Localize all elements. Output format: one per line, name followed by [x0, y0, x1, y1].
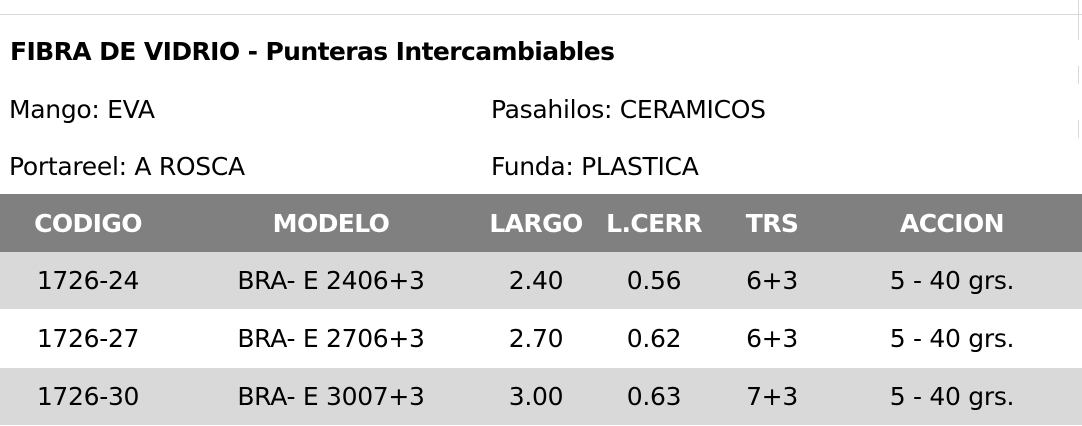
- header-lcerr: L.CERR: [586, 194, 722, 252]
- spec-funda: Funda: PLASTICA: [491, 152, 699, 181]
- table-header-row: CODIGO MODELO LARGO L.CERR TRS ACCION: [0, 194, 1082, 252]
- cell-trs: 6+3: [722, 309, 822, 368]
- cell-codigo: 1726-24: [0, 252, 176, 310]
- cell-trs: 6+3: [722, 252, 822, 310]
- header-modelo: MODELO: [176, 194, 486, 252]
- cell-border: [1078, 66, 1079, 84]
- header-largo: LARGO: [486, 194, 586, 252]
- cell-border: [1078, 0, 1079, 40]
- cell-modelo: BRA- E 2706+3: [176, 309, 486, 368]
- table-row: 1726-24 BRA- E 2406+3 2.40 0.56 6+3 5 - …: [0, 252, 1082, 310]
- spec-pasahilos: Pasahilos: CERAMICOS: [491, 95, 766, 124]
- product-title: FIBRA DE VIDRIO - Punteras Intercambiabl…: [10, 37, 615, 66]
- cell-accion: 5 - 40 grs.: [822, 252, 1082, 310]
- header-codigo: CODIGO: [0, 194, 176, 252]
- header-trs: TRS: [722, 194, 822, 252]
- cell-accion: 5 - 40 grs.: [822, 309, 1082, 368]
- spec-mango: Mango: EVA: [9, 95, 155, 124]
- models-table: CODIGO MODELO LARGO L.CERR TRS ACCION 17…: [0, 194, 1082, 426]
- cell-trs: 7+3: [722, 367, 822, 426]
- cell-largo: 2.40: [486, 252, 586, 310]
- cell-lcerr: 0.56: [586, 252, 722, 310]
- cell-border: [1078, 120, 1079, 138]
- header-accion: ACCION: [822, 194, 1082, 252]
- cell-codigo: 1726-27: [0, 309, 176, 368]
- cell-lcerr: 0.63: [586, 367, 722, 426]
- table-row: 1726-27 BRA- E 2706+3 2.70 0.62 6+3 5 - …: [0, 309, 1082, 368]
- cell-codigo: 1726-30: [0, 367, 176, 426]
- cell-largo: 3.00: [486, 367, 586, 426]
- cell-largo: 2.70: [486, 309, 586, 368]
- cell-accion: 5 - 40 grs.: [822, 367, 1082, 426]
- cell-border: [0, 14, 1082, 15]
- table-row: 1726-30 BRA- E 3007+3 3.00 0.63 7+3 5 - …: [0, 367, 1082, 426]
- cell-modelo: BRA- E 2406+3: [176, 252, 486, 310]
- spec-portareel: Portareel: A ROSCA: [9, 152, 245, 181]
- cell-lcerr: 0.62: [586, 309, 722, 368]
- cell-modelo: BRA- E 3007+3: [176, 367, 486, 426]
